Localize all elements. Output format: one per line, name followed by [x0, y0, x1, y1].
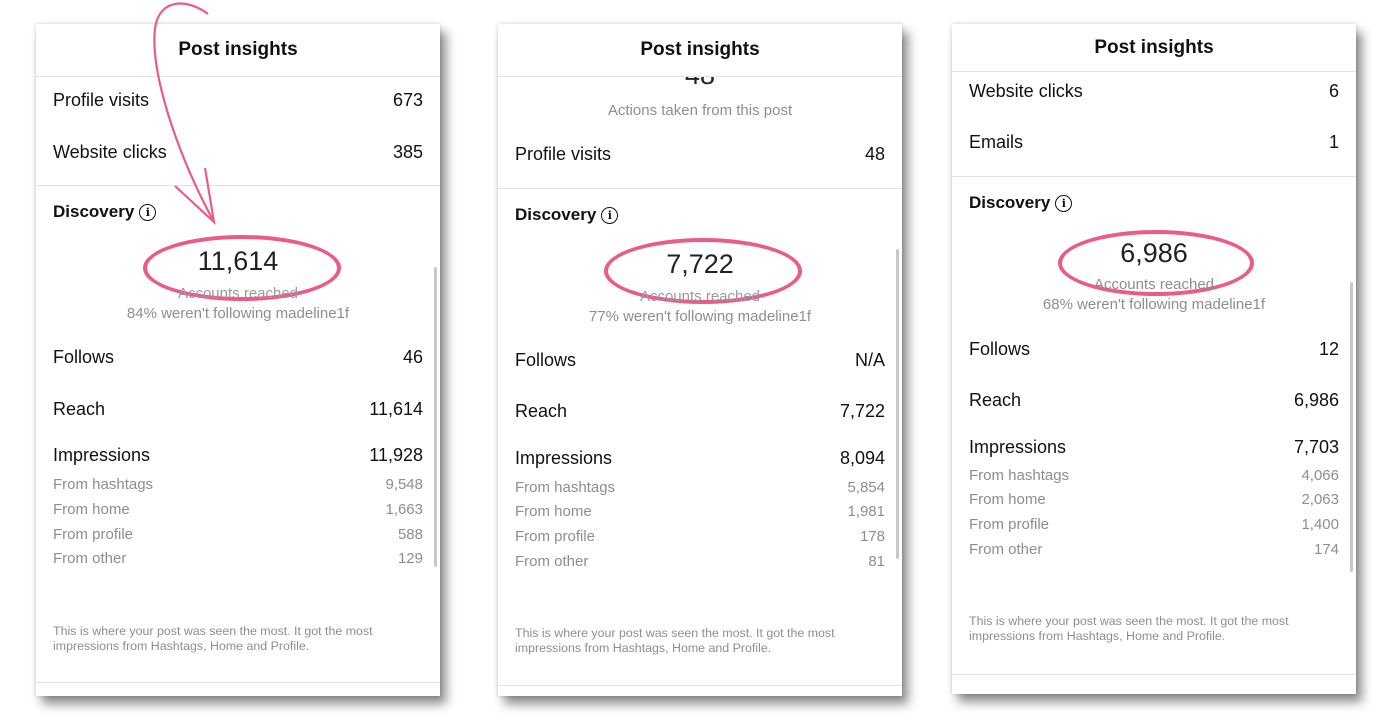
row-value: 385: [392, 142, 423, 162]
accounts-reached-label: Accounts reached: [177, 285, 299, 302]
row-label: From profile: [515, 528, 596, 545]
row-label: Profile visits: [53, 90, 150, 110]
divider: [952, 674, 1356, 675]
row-value: 178: [859, 528, 885, 545]
row-value: 9,548: [385, 476, 423, 493]
row-value: 7,722: [839, 401, 885, 421]
actions-label: Actions taken from this post: [607, 102, 793, 119]
highlight-ellipse: [1058, 230, 1254, 296]
divider: [498, 685, 902, 686]
row-label: From other: [969, 541, 1043, 558]
row-value: 12: [1318, 339, 1339, 359]
card-title: Post insights: [36, 24, 440, 77]
row-value: N/A: [854, 350, 885, 370]
divider: [952, 176, 1356, 177]
info-icon[interactable]: i: [601, 207, 619, 224]
post-insights-card-1: Post insights Profile visits 673 Website…: [36, 24, 440, 696]
discovery-label: Discovery: [53, 202, 135, 221]
scrollbar[interactable]: [896, 249, 899, 559]
card-title: Post insights: [952, 24, 1356, 72]
row-value: 1,400: [1301, 516, 1339, 533]
row-label: From hashtags: [969, 467, 1070, 484]
non-follower-percentage: 68% weren't following madeline1f: [1042, 296, 1266, 313]
post-insights-card-3: Post insights Website clicks 6 Emails 1 …: [952, 24, 1356, 694]
accounts-reached-label: Accounts reached: [1093, 276, 1215, 293]
row-value: 1,663: [385, 501, 423, 518]
row-value: 46: [402, 347, 423, 367]
row-value: 1: [1328, 132, 1339, 152]
divider: [498, 188, 902, 189]
row-label: Impressions: [969, 437, 1067, 457]
row-label: From hashtags: [53, 476, 154, 493]
row-value: 11,614: [369, 399, 423, 419]
scrollbar[interactable]: [434, 267, 437, 567]
discovery-heading: Discovery i: [53, 202, 157, 222]
row-label: From profile: [53, 526, 134, 543]
row-label: Reach: [515, 401, 568, 421]
accounts-reached-label: Accounts reached: [639, 288, 761, 305]
row-value: 81: [868, 553, 885, 570]
row-value: 5,854: [847, 479, 885, 496]
row-label: From home: [53, 501, 130, 518]
row-value: 7,703: [1293, 437, 1339, 457]
accounts-reached-value: 6,986: [1120, 238, 1188, 268]
row-value: 6,986: [1293, 390, 1339, 410]
row-label: Impressions: [515, 448, 613, 468]
row-label: Follows: [969, 339, 1031, 359]
post-insights-card-2: 48 Post insights Actions taken from this…: [498, 24, 902, 696]
highlight-ellipse: [143, 235, 341, 301]
scrollbar[interactable]: [1350, 282, 1353, 572]
accounts-reached-value: 11,614: [197, 246, 279, 276]
row-value: 174: [1313, 541, 1339, 558]
row-label: Follows: [53, 347, 115, 367]
row-value: 4,066: [1301, 467, 1339, 484]
row-label: From home: [969, 491, 1046, 508]
row-label: Profile visits: [515, 144, 612, 164]
row-label: Impressions: [53, 445, 151, 465]
row-value: 48: [864, 144, 885, 164]
row-label: Website clicks: [969, 81, 1083, 101]
discovery-label: Discovery: [515, 205, 597, 224]
row-value: 1,981: [847, 503, 885, 520]
row-label: From other: [515, 553, 589, 570]
row-label: Website clicks: [53, 142, 167, 162]
row-value: 6: [1328, 81, 1339, 101]
row-value: 588: [397, 526, 423, 543]
non-follower-percentage: 77% weren't following madeline1f: [588, 308, 812, 325]
row-value: 11,928: [369, 445, 423, 465]
discovery-heading: Discovery i: [515, 205, 619, 225]
row-label: From hashtags: [515, 479, 616, 496]
insight-note: This is where your post was seen the mos…: [515, 626, 835, 655]
divider: [36, 185, 440, 186]
discovery-label: Discovery: [969, 193, 1051, 212]
row-label: Emails: [969, 132, 1024, 152]
row-label: From profile: [969, 516, 1050, 533]
row-value: 8,094: [839, 448, 885, 468]
row-value: 129: [397, 550, 423, 567]
insight-note: This is where your post was seen the mos…: [969, 614, 1289, 643]
highlight-ellipse: [604, 238, 802, 304]
row-label: From home: [515, 503, 592, 520]
row-label: From other: [53, 550, 127, 567]
non-follower-percentage: 84% weren't following madeline1f: [126, 305, 350, 322]
row-label: Follows: [515, 350, 577, 370]
divider: [36, 682, 440, 683]
row-value: 2,063: [1301, 491, 1339, 508]
card-title: Post insights: [498, 24, 902, 77]
info-icon[interactable]: i: [1055, 195, 1073, 212]
insight-note: This is where your post was seen the mos…: [53, 624, 373, 653]
discovery-heading: Discovery i: [969, 193, 1073, 213]
accounts-reached-value: 7,722: [666, 249, 734, 279]
row-label: Reach: [53, 399, 106, 419]
row-value: 673: [392, 90, 423, 110]
info-icon[interactable]: i: [139, 204, 157, 221]
row-label: Reach: [969, 390, 1022, 410]
